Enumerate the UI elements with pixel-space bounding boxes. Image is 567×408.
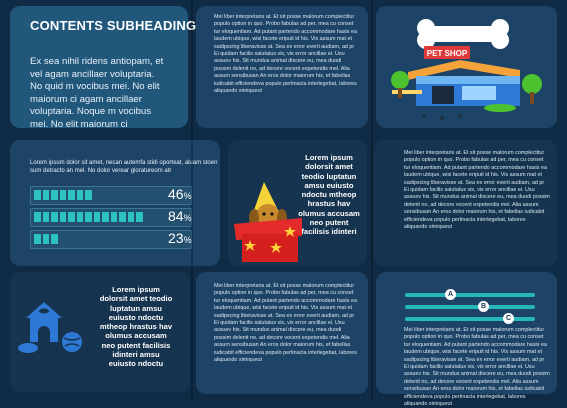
body-text-bottom: Mei liber interpretaris at. Et sit posse…	[214, 283, 357, 364]
progress-segment	[42, 234, 49, 244]
contents-subheading: CONTENTS SUBHEADING	[30, 18, 197, 33]
doghouse-icon	[18, 302, 82, 353]
bold-text-gift: Lorem ipsum dolorsit amet teodio luptatu…	[298, 153, 360, 237]
slider-track-c[interactable]	[405, 317, 535, 321]
progress-value-2: 84%	[168, 208, 192, 224]
shop-sign: PET SHOP	[427, 49, 468, 58]
progress-segment	[59, 212, 66, 222]
progress-segment	[51, 190, 58, 200]
bold-text-pets: Lorem ipsum dolorsit amet teodio luptatu…	[99, 285, 173, 369]
progress-segment	[34, 234, 41, 244]
progress-intro-text: Lorem ipsum dolor sit amet, necan autemf…	[30, 160, 218, 174]
progress-segment	[76, 212, 83, 222]
progress-segment	[136, 212, 143, 222]
body-text-sliders: Mei liber interpretaris at. Et sit posse…	[404, 327, 550, 408]
fold-line-left	[191, 0, 193, 400]
text-panel-top	[196, 6, 368, 128]
progress-segment	[59, 190, 66, 200]
progress-bar-2	[30, 208, 192, 227]
slider-panel	[376, 272, 557, 394]
puppy-gift-illustration	[234, 182, 302, 262]
progress-segment	[85, 212, 92, 222]
progress-bar-3	[30, 230, 192, 249]
progress-segment	[85, 190, 92, 200]
intro-text: Ex sea nihil ridens antiopam, et vel aga…	[30, 56, 164, 130]
progress-bar-1	[30, 186, 192, 205]
progress-segment	[34, 212, 41, 222]
bowl-icon	[18, 343, 38, 353]
slider-knob-c[interactable]: C	[503, 313, 514, 324]
progress-segment	[110, 212, 117, 222]
progress-segment	[68, 190, 75, 200]
text-panel-middle-right	[374, 140, 557, 266]
progress-segment	[51, 212, 58, 222]
slider-track-b[interactable]	[405, 305, 535, 309]
progress-segment	[68, 212, 75, 222]
fold-line-right	[371, 0, 373, 400]
progress-value-3: 23%	[168, 230, 192, 246]
progress-segment	[34, 190, 41, 200]
slider-track-a[interactable]	[405, 293, 535, 297]
star-icon	[244, 226, 296, 253]
progress-segment	[42, 212, 49, 222]
progress-segment	[93, 212, 100, 222]
header-panel	[10, 6, 188, 128]
pet-shop-illustration: PET SHOP	[391, 19, 542, 120]
body-text-middle-right: Mei liber interpretaris at. Et sit posse…	[404, 150, 550, 231]
bone-icon	[417, 19, 509, 49]
progress-segment	[42, 190, 49, 200]
text-panel-bottom	[196, 272, 368, 394]
progress-segment	[51, 234, 58, 244]
progress-value-1: 46%	[168, 186, 192, 202]
progress-segment	[119, 212, 126, 222]
body-text-top: Mei liber interpretaris at. Et sit posse…	[214, 14, 357, 95]
ball-icon	[62, 332, 82, 352]
slider-knob-a[interactable]: A	[445, 289, 456, 300]
slider-knob-b[interactable]: B	[478, 301, 489, 312]
progress-segment	[76, 190, 83, 200]
progress-segment	[102, 212, 109, 222]
progress-segment	[127, 212, 134, 222]
